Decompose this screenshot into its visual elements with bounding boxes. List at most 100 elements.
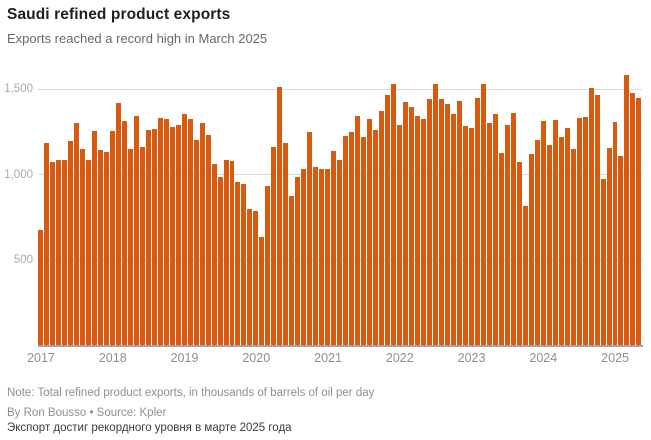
bar — [295, 176, 301, 346]
bar — [355, 116, 361, 346]
bar — [486, 122, 492, 346]
bar — [115, 103, 121, 346]
bar — [109, 131, 115, 346]
bar — [528, 154, 534, 346]
bar — [55, 160, 61, 346]
bar — [163, 119, 169, 346]
bar — [91, 130, 97, 346]
bar — [145, 129, 151, 346]
x-tick-label: 2022 — [385, 351, 414, 365]
x-tick-label: 2019 — [170, 351, 199, 365]
bar — [474, 98, 480, 346]
bar — [462, 126, 468, 346]
bar — [79, 149, 85, 346]
plot-area: 500 1,000 1,500 — [4, 70, 643, 347]
bar — [600, 179, 606, 346]
bar — [217, 176, 223, 346]
bar — [169, 127, 175, 346]
chart-byline: By Ron Bousso • Source: Kpler — [7, 407, 167, 419]
bar — [205, 134, 211, 346]
bar — [552, 120, 558, 346]
bar — [97, 150, 103, 346]
bar — [480, 84, 486, 346]
bar — [522, 205, 528, 346]
chart-note: Note: Total refined product exports, in … — [7, 387, 375, 399]
bar — [421, 118, 426, 346]
bar — [193, 139, 199, 346]
bar — [313, 167, 319, 346]
x-tick-label: 2018 — [98, 351, 127, 365]
bar — [181, 114, 187, 346]
bar — [546, 145, 552, 346]
bar — [570, 149, 576, 346]
x-axis-labels: 2017 2018 2019 2020 2021 2022 2023 2024 2025 — [27, 351, 642, 367]
bar — [271, 146, 277, 346]
bar — [283, 143, 289, 346]
bar — [247, 209, 253, 346]
bar — [618, 156, 624, 346]
bar — [397, 124, 403, 346]
bar — [187, 118, 193, 346]
bar — [516, 162, 522, 346]
bar — [636, 98, 642, 346]
bar — [121, 121, 127, 346]
x-tick-label: 2025 — [601, 351, 629, 365]
bar — [510, 112, 516, 346]
localized-caption: Экспорт достиг рекордного уровня в марте… — [7, 422, 292, 434]
x-tick-label: 2024 — [529, 351, 558, 365]
bar — [391, 84, 397, 346]
bar — [588, 87, 594, 346]
bar — [229, 161, 235, 346]
bar — [576, 117, 582, 346]
bar — [409, 107, 415, 346]
bar — [157, 117, 163, 346]
bar — [492, 114, 498, 346]
bar — [582, 116, 588, 346]
bar — [450, 114, 456, 346]
bar — [43, 143, 49, 346]
bar — [498, 152, 504, 346]
bar — [612, 122, 618, 346]
bar — [540, 121, 546, 346]
bar — [361, 137, 367, 346]
chart-subtitle: Exports reached a record high in March 2… — [7, 31, 268, 46]
bar — [624, 74, 630, 346]
bar — [349, 132, 355, 346]
bar — [301, 169, 307, 346]
bar — [277, 86, 283, 346]
bar — [373, 129, 379, 346]
bar — [343, 135, 349, 346]
bar — [289, 195, 295, 346]
bar — [331, 151, 337, 346]
bar — [534, 139, 540, 346]
bar — [85, 159, 91, 346]
bar — [432, 83, 438, 346]
y-tick-label: 1,000 — [4, 168, 33, 181]
bar — [558, 137, 564, 346]
bar — [127, 148, 133, 346]
bar — [438, 98, 444, 346]
bar — [49, 162, 55, 346]
bar — [223, 159, 229, 346]
bar — [426, 98, 432, 346]
x-tick-label: 2023 — [457, 351, 486, 365]
bar — [379, 110, 385, 346]
bar — [415, 116, 420, 346]
bar — [337, 160, 343, 346]
bar — [235, 181, 241, 346]
bar — [630, 92, 636, 346]
bar — [139, 146, 145, 346]
bar — [319, 169, 325, 346]
bar — [504, 124, 510, 346]
x-tick-label: 2020 — [242, 351, 271, 365]
x-tick-label: 2017 — [27, 351, 55, 365]
bar-series — [38, 70, 642, 346]
bar — [38, 229, 43, 346]
bar — [265, 186, 271, 346]
bar — [67, 140, 73, 346]
bar — [456, 100, 462, 346]
chart-title: Saudi refined product exports — [7, 6, 231, 23]
x-axis-line — [38, 345, 643, 347]
bar — [444, 104, 450, 346]
bar — [403, 102, 409, 346]
